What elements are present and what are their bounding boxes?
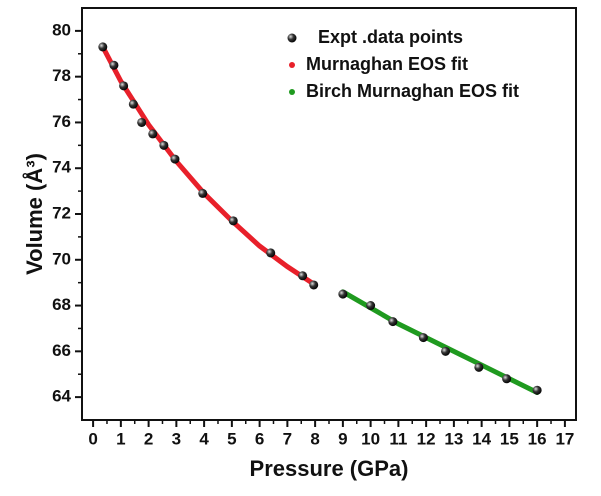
data-point [198, 188, 208, 198]
data-point [418, 333, 428, 343]
y-tick-label: 72 [52, 203, 71, 222]
x-tick-label: 5 [227, 429, 236, 448]
fit-line [100, 44, 318, 288]
x-axis-title: Pressure (GPa) [250, 456, 409, 481]
x-tick-label: 1 [116, 429, 125, 448]
data-point [474, 362, 484, 372]
y-tick-label: 74 [52, 158, 71, 177]
data-point [137, 117, 147, 127]
x-tick-label: 9 [338, 429, 347, 448]
x-tick-label: 15 [500, 429, 519, 448]
data-point [266, 248, 276, 258]
legend-label: Birch Murnaghan EOS fit [306, 81, 519, 101]
y-tick-label: 66 [52, 341, 71, 360]
data-point [366, 301, 376, 311]
data-point [532, 385, 542, 395]
data-point [228, 216, 238, 226]
y-tick-label: 80 [52, 20, 71, 39]
data-point [388, 317, 398, 327]
x-tick-label: 17 [555, 429, 574, 448]
x-tick-label: 13 [444, 429, 463, 448]
legend-label: Expt .data points [318, 27, 463, 47]
y-axis-title: Volume (Å³) [21, 153, 47, 275]
data-point [128, 99, 138, 109]
x-tick-label: 16 [528, 429, 547, 448]
legend-swatch [289, 89, 295, 95]
x-tick-label: 0 [88, 429, 97, 448]
data-point [148, 129, 158, 139]
data-point [98, 42, 108, 52]
y-tick-label: 78 [52, 66, 71, 85]
x-tick-label: 10 [361, 429, 380, 448]
x-tick-label: 8 [310, 429, 319, 448]
x-tick-label: 12 [417, 429, 436, 448]
x-tick-label: 4 [199, 429, 209, 448]
data-point [159, 140, 169, 150]
y-tick-label: 68 [52, 295, 71, 314]
data-point [502, 374, 512, 384]
data-point [298, 271, 308, 281]
legend-label: Murnaghan EOS fit [306, 54, 468, 74]
data-point [338, 289, 348, 299]
y-tick-label: 64 [52, 387, 71, 406]
data-point [119, 81, 129, 91]
legend-swatch [289, 62, 295, 68]
data-point [109, 60, 119, 70]
data-point [309, 280, 319, 290]
y-tick-label: 70 [52, 249, 71, 268]
data-point [441, 346, 451, 356]
x-tick-label: 11 [389, 429, 407, 448]
x-tick-label: 7 [283, 429, 292, 448]
x-tick-label: 3 [172, 429, 181, 448]
x-tick-label: 2 [144, 429, 153, 448]
x-tick-label: 14 [472, 429, 491, 448]
legend-swatch [287, 33, 297, 43]
data-point [170, 154, 180, 164]
y-tick-label: 76 [52, 112, 71, 131]
x-tick-label: 6 [255, 429, 264, 448]
